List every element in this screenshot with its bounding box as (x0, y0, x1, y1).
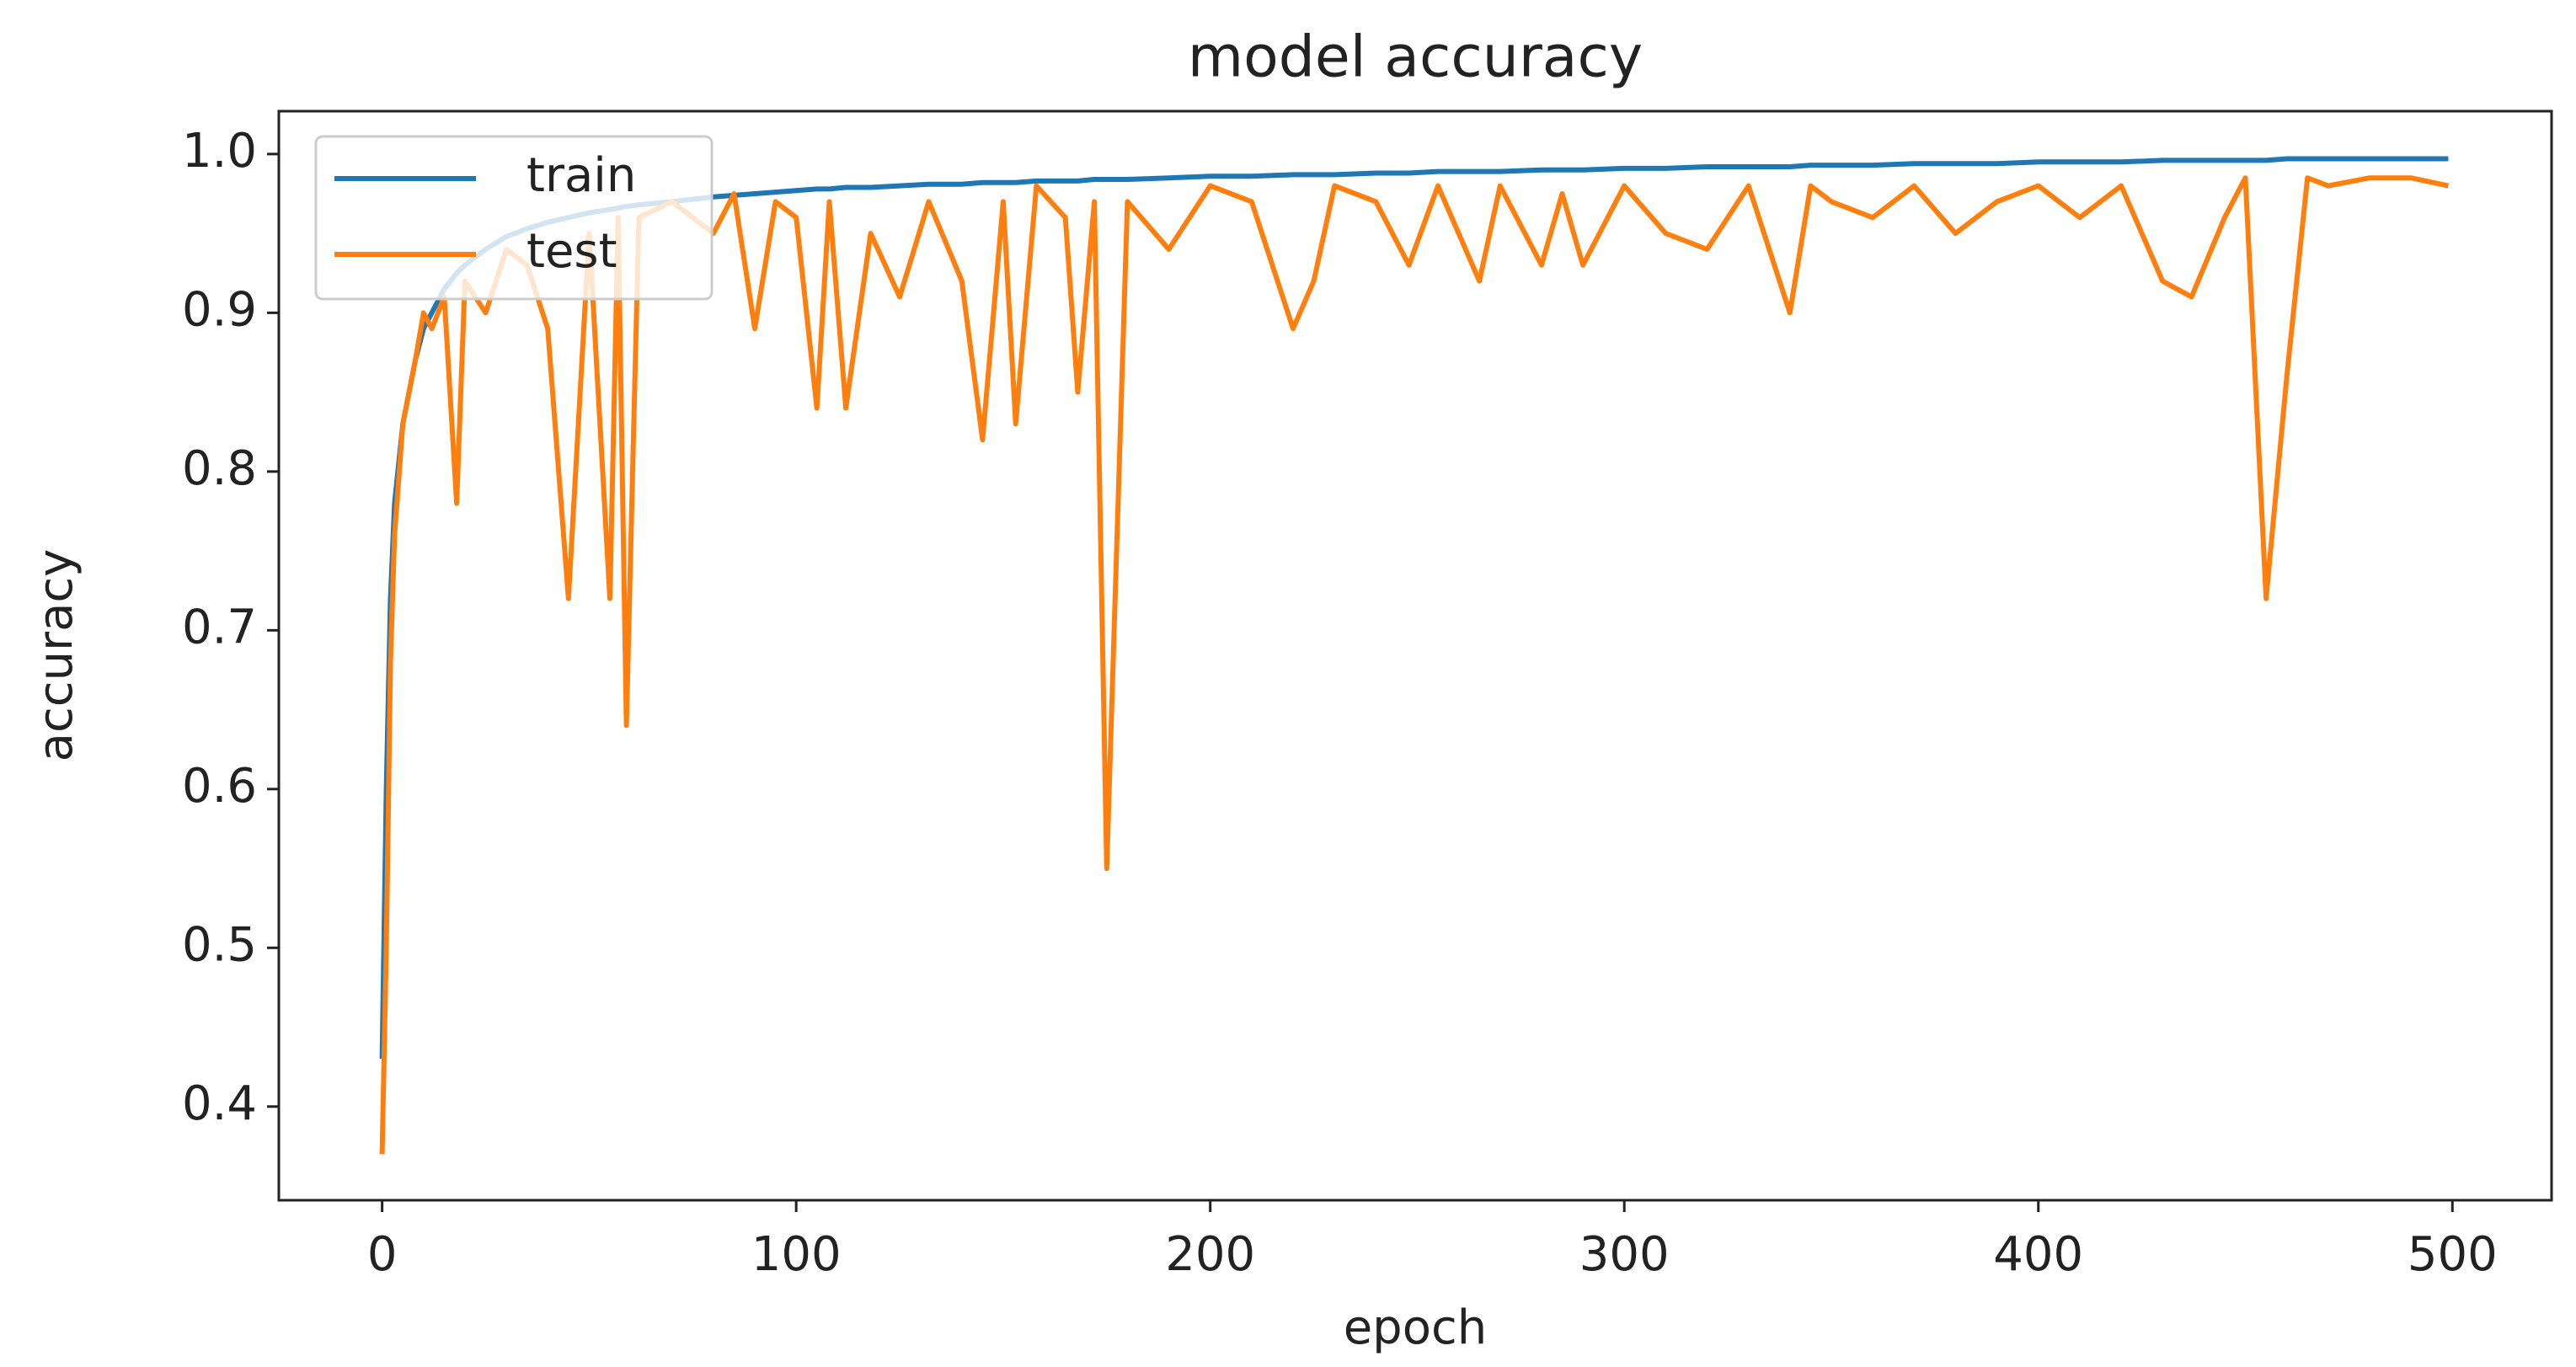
line-test (379, 175, 2450, 1155)
legend-box (314, 135, 713, 301)
x-tick-label: 200 (1165, 1227, 1255, 1282)
x-tick-label: 100 (751, 1227, 842, 1282)
y-tick-label: 0.4 (182, 1076, 257, 1131)
y-tick-label: 0.8 (182, 441, 257, 496)
legend-label: train (526, 148, 636, 203)
y-tick-label: 0.6 (182, 759, 257, 814)
x-tick-label: 0 (367, 1227, 398, 1282)
plot-frame (277, 109, 2553, 1202)
y-tick-label: 0.5 (182, 917, 257, 972)
legend-label: test (526, 224, 617, 279)
x-tick-label: 300 (1579, 1227, 1670, 1282)
x-tick-label: 500 (2408, 1227, 2498, 1282)
x-axis-label: epoch (1344, 1300, 1488, 1355)
y-axis-label: accuracy (29, 549, 83, 762)
x-tick-label: 400 (1993, 1227, 2083, 1282)
chart-title: model accuracy (1188, 24, 1643, 91)
y-tick-label: 1.0 (182, 124, 257, 179)
legend: train test (314, 135, 713, 301)
y-tick-label: 0.7 (182, 600, 257, 654)
y-tick-label: 0.9 (182, 283, 257, 338)
